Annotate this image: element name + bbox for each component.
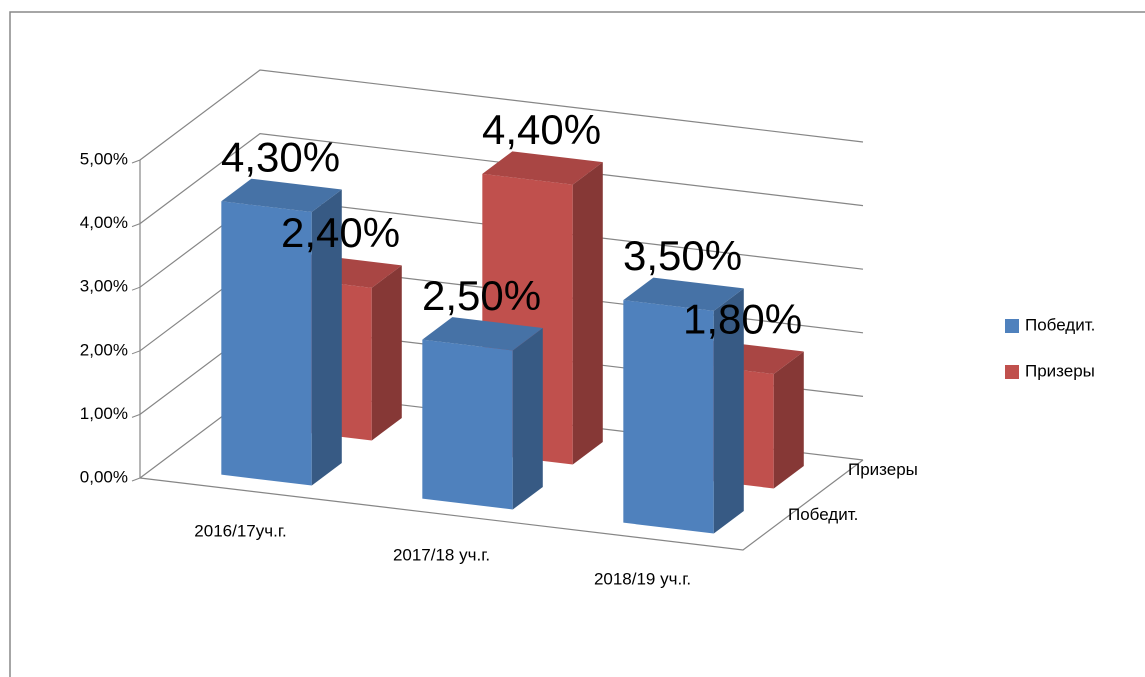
legend-label: Призеры xyxy=(1025,361,1095,380)
tick-mark xyxy=(131,477,141,482)
floor-edge xyxy=(139,459,864,551)
bar xyxy=(422,317,543,510)
data-label: 2,40% xyxy=(281,209,400,256)
data-label: 4,30% xyxy=(221,133,340,180)
data-label: 1,80% xyxy=(683,295,802,342)
bar-side xyxy=(773,351,804,489)
x-tick-label: 2016/17уч.г. xyxy=(194,521,286,540)
tick-mark xyxy=(131,223,141,228)
y-tick-label: 3,00% xyxy=(80,277,128,296)
grid-line xyxy=(139,69,864,161)
bar-top xyxy=(482,151,603,185)
bar-top xyxy=(221,178,342,212)
legend-swatch xyxy=(1005,319,1019,333)
x-tick-label: 2017/18 уч.г. xyxy=(393,545,490,564)
bar-side xyxy=(371,265,402,441)
y-tick-label: 2,00% xyxy=(80,340,128,359)
legend-label: Победит. xyxy=(1025,315,1095,334)
bar-top xyxy=(623,277,744,311)
bar-side xyxy=(572,162,603,465)
bar-top xyxy=(422,317,543,351)
depth-label: Призеры xyxy=(848,460,918,479)
y-tick-label: 5,00% xyxy=(80,149,128,168)
data-label: 3,50% xyxy=(623,232,742,279)
bar-side xyxy=(311,189,342,486)
tick-mark xyxy=(131,350,141,355)
data-label: 2,50% xyxy=(422,272,541,319)
bar xyxy=(623,277,744,534)
tick-mark xyxy=(131,159,141,164)
y-tick-label: 0,00% xyxy=(80,467,128,486)
tick-mark xyxy=(131,413,141,418)
bar-front xyxy=(422,339,513,510)
y-tick-label: 1,00% xyxy=(80,404,128,423)
bar-side xyxy=(512,327,543,510)
bar-front xyxy=(221,201,312,486)
x-tick-label: 2018/19 уч.г. xyxy=(594,569,691,588)
data-label: 4,40% xyxy=(482,106,601,153)
bar-side xyxy=(713,288,744,534)
depth-label: Победит. xyxy=(788,505,858,524)
tick-mark xyxy=(131,286,141,291)
bar-front xyxy=(623,300,714,534)
legend-swatch xyxy=(1005,365,1019,379)
bar xyxy=(221,178,342,486)
grid-line xyxy=(139,132,864,225)
y-tick-label: 4,00% xyxy=(80,213,128,232)
